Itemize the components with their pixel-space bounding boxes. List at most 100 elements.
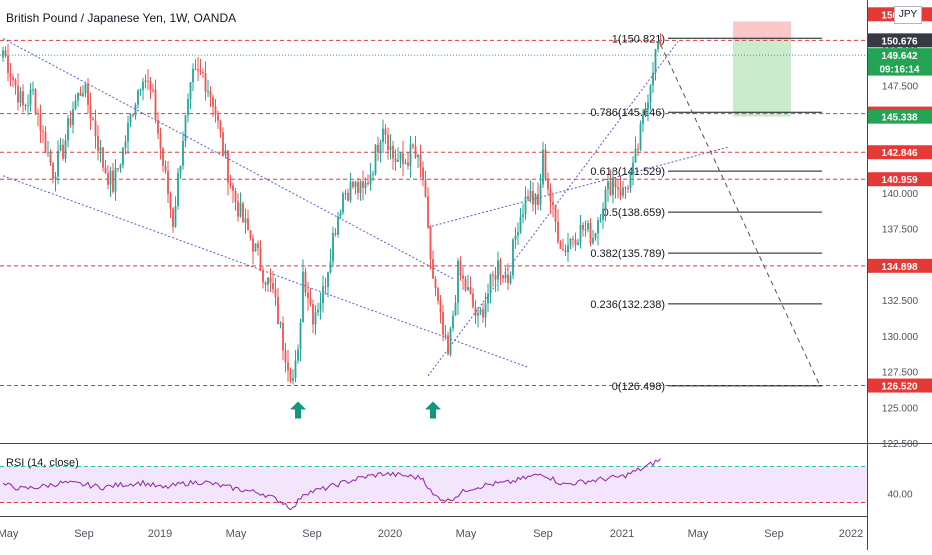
symbol-title: British Pound / Japanese Yen, 1W, OANDA [6, 11, 237, 25]
price-tag-label: 134.898 [881, 262, 918, 273]
price-tag-bg [868, 378, 932, 393]
candle-body [47, 152, 49, 154]
candle-body [464, 278, 467, 291]
candle-body [52, 162, 54, 179]
candle-body [642, 114, 644, 124]
fib-level-label: 1(150.821) [612, 33, 665, 45]
candle-body [167, 170, 169, 195]
candle-body [227, 150, 229, 183]
candle-body [109, 170, 112, 185]
candle-body [199, 70, 202, 73]
price-tag-label: 149.642 [881, 51, 918, 62]
candle-body [517, 232, 519, 236]
candle-body [372, 174, 374, 176]
candle-body [659, 42, 662, 46]
candle-body [179, 165, 182, 174]
up-arrow-icon [290, 401, 306, 419]
candle-body [54, 176, 57, 179]
price-tag-label: 126.520 [881, 382, 918, 393]
candle-body [599, 219, 602, 221]
candle-body [612, 177, 614, 195]
up-arrow-icon [425, 401, 441, 419]
candle-body [174, 206, 177, 227]
candle-body [137, 90, 139, 105]
candle-body [439, 300, 442, 313]
candle-body [57, 150, 59, 177]
candle-body [24, 105, 27, 107]
candle-body [77, 92, 79, 101]
candle-body [504, 274, 507, 279]
candle-body [269, 277, 272, 284]
candle-body [14, 79, 17, 86]
price-tick-label: 127.500 [882, 368, 919, 379]
candle-body [549, 189, 552, 202]
candle-body [564, 250, 567, 253]
candle-body [624, 187, 627, 189]
candle-body [207, 91, 209, 93]
rsi-line [2, 458, 661, 511]
candle-body [74, 100, 77, 110]
time-tick-label: 2021 [610, 528, 634, 540]
price-tick-label: 137.500 [882, 225, 919, 236]
fib-level-label: 0.382(135.789) [590, 248, 665, 260]
rsi-level-label: 40.00 [887, 490, 912, 501]
candle-body [479, 309, 482, 313]
candle-body [287, 362, 289, 371]
candle-body [212, 96, 214, 107]
candle-body [94, 120, 97, 137]
candle-body [584, 229, 587, 231]
candle-body [347, 193, 349, 201]
candle-body [557, 221, 559, 242]
candle-body [64, 140, 67, 159]
candle-body [467, 287, 469, 291]
time-tick-label: May [456, 528, 477, 540]
candle-body [609, 181, 612, 195]
candle-body [184, 115, 187, 142]
currency-badge[interactable]: JPY [894, 6, 922, 24]
candle-body [222, 132, 224, 156]
candle-body [442, 312, 444, 335]
candle-body [359, 181, 362, 194]
candle-body [292, 377, 294, 381]
candle-body [602, 208, 604, 220]
candle-body [249, 230, 252, 239]
candle-body [572, 239, 574, 241]
candle-body [647, 102, 649, 110]
candle-body [492, 274, 494, 276]
time-tick-label: 2020 [378, 528, 402, 540]
candle-body [39, 114, 42, 132]
candle-body [314, 312, 317, 325]
candle-body [487, 293, 489, 304]
candle-body [262, 269, 264, 283]
candle-body [42, 131, 44, 133]
candle-body [272, 283, 274, 290]
candle-body [157, 120, 159, 134]
candle-body [152, 89, 154, 91]
candle-body [302, 271, 304, 323]
candle-body [379, 142, 382, 153]
candle-body [297, 349, 299, 361]
price-tag-bg [868, 48, 932, 63]
price-tick-label: 132.500 [882, 296, 919, 307]
candle-body [4, 50, 7, 56]
candle-body [649, 85, 652, 103]
candle-body [17, 85, 19, 103]
price-tag-bg [868, 172, 932, 187]
candle-body [402, 153, 404, 164]
candle-body [654, 49, 657, 73]
candle-body [472, 293, 474, 308]
candle-body [244, 218, 247, 223]
candle-body [27, 104, 29, 106]
candle-body [92, 118, 94, 121]
price-tag-label: 145.338 [881, 113, 918, 124]
candle-body [177, 173, 179, 207]
price-tag-bg [868, 145, 932, 160]
candle-body [619, 189, 622, 196]
candle-body [527, 196, 529, 200]
candle-body [427, 196, 429, 227]
candle-body [484, 303, 487, 318]
candle-body [127, 122, 129, 142]
candle-body [62, 144, 64, 159]
